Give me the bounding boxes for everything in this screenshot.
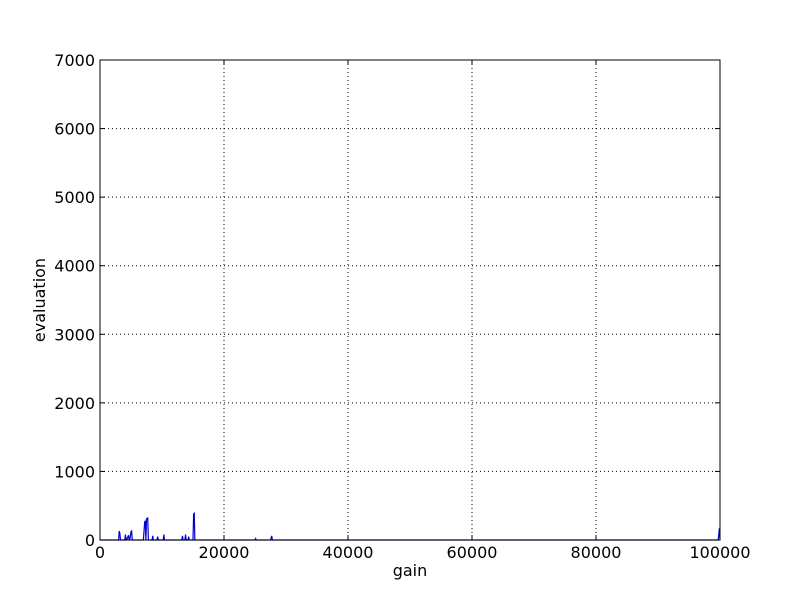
x-tick-label: 20000 <box>199 543 250 562</box>
series-line <box>100 511 721 541</box>
y-tick-label: 2000 <box>54 394 95 413</box>
y-tick-label: 6000 <box>54 120 95 139</box>
y-tick-label: 7000 <box>54 51 95 70</box>
y-tick-label: 0 <box>85 531 95 550</box>
series-layer <box>100 511 721 541</box>
y-tick-label: 5000 <box>54 188 95 207</box>
y-tick-label: 1000 <box>54 462 95 481</box>
y-tick-label: 3000 <box>54 325 95 344</box>
x-tick-label: 40000 <box>323 543 374 562</box>
x-tick-label: 100000 <box>689 543 750 562</box>
ticks <box>99 59 721 541</box>
x-tick-label: 0 <box>95 543 105 562</box>
y-tick-label: 4000 <box>54 257 95 276</box>
y-axis-label: evaluation <box>30 258 49 342</box>
plot-frame <box>99 59 721 541</box>
x-tick-label: 60000 <box>447 543 498 562</box>
x-tick-label: 80000 <box>571 543 622 562</box>
x-axis-label: gain <box>393 561 428 580</box>
tick-labels: 0 20000 40000 60000 80000 100000 0 1000 2000 3000… <box>54 51 750 562</box>
grid <box>100 60 720 540</box>
